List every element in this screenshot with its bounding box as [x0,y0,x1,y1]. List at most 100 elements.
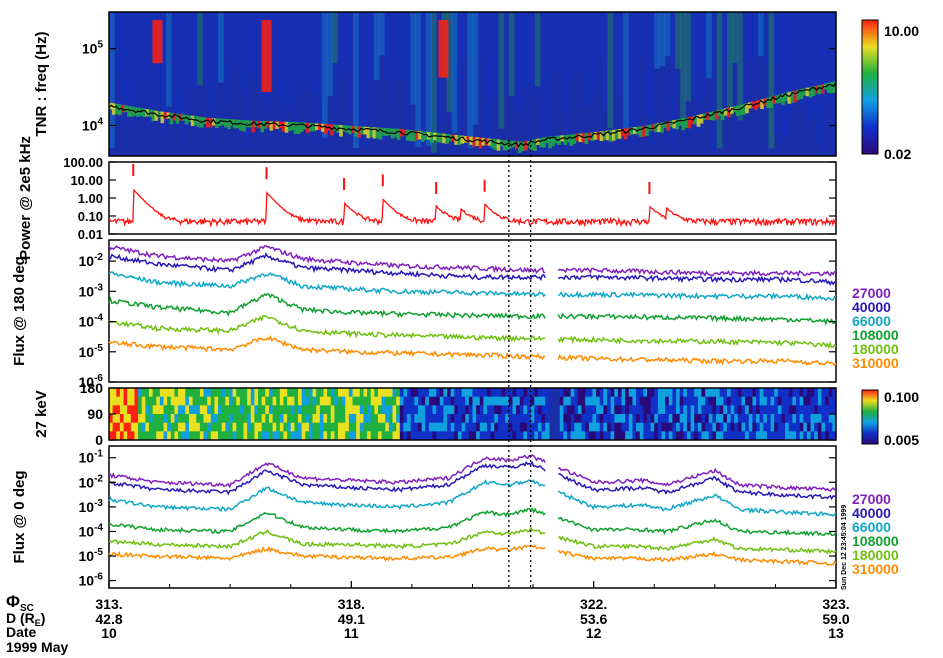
pitch-cell [785,388,790,398]
tnr-cell [424,131,428,140]
pitch-cell [450,405,455,415]
tnr-cell [540,12,546,156]
pitch-cell [330,431,335,440]
tnr-cell [239,119,243,131]
pitch-cell [258,414,263,424]
pitch-cell [701,396,706,406]
pitch-cell [181,431,186,440]
tnr-cell [811,86,816,96]
pitch-cell [770,405,775,415]
pitch-cell [447,405,452,415]
pitch-cell [628,422,634,432]
pitch-cell [163,405,168,415]
pitch-cell [476,431,481,440]
tnr-cell [723,108,728,116]
pitch-cell [243,388,248,398]
tnr-cell [693,115,698,125]
pitch-cell [461,422,466,432]
pitch-cell [668,396,674,406]
pitch-cell [752,388,757,398]
pitch-cell [268,422,274,432]
pitch-cell [719,405,724,415]
pitch-cell [650,405,655,415]
tnr-cell [681,118,686,131]
pitch-cell [697,405,703,415]
tnr-cell [207,12,214,112]
pitch-cell [298,414,303,424]
pitch-cell [501,431,506,440]
tnr-cell [482,12,489,143]
pitch-cell [403,405,408,415]
pitch-cell [770,388,775,398]
pitch-cell [796,388,801,398]
pitch-cell [388,431,394,440]
pitch-cell [479,396,485,406]
pitch-cell [247,431,252,440]
tnr-cell [124,12,131,132]
pitch-cell [443,405,448,415]
pitch-cell [225,405,230,415]
pitch-cell [377,405,383,415]
tnr-cell [439,133,443,143]
pitch-cell [385,422,390,432]
tnr-cell [817,84,822,95]
tnr-colorbar-min: 0.02 [884,146,911,162]
tnr-cell [477,12,484,59]
pitch-cell [414,431,419,440]
pitch-cell [127,388,132,398]
pitch-cell [752,422,757,432]
tnr-cell [799,89,804,99]
tnr-cell [597,12,603,58]
pitch-cell [450,388,455,398]
pitch-cell [228,431,234,440]
pitch-cell [741,422,746,432]
pitch-cell [468,388,474,398]
pitch-cell [545,396,550,406]
pitch-cell [643,422,648,432]
pitch-cell [708,405,714,415]
pitch-cell [428,388,434,398]
tnr-cell [745,103,749,114]
pitch-cell [287,422,292,432]
pitch-cell [828,422,833,432]
pitch-cell [588,405,594,415]
pitch-cell [501,414,506,424]
pitch-cell [676,388,681,398]
tnr-cell [379,12,385,56]
pitch-cell [519,405,524,415]
pitch-cell [756,405,761,415]
pitch-cell [741,388,746,398]
pitch-cell [585,405,590,415]
tnr-cell [808,86,813,98]
pitch-cell [726,414,732,424]
pitch-cell [370,422,375,432]
pitch-cell [450,414,455,424]
time-tick-dist: 53.6 [580,611,607,627]
pitch-cell [374,405,379,415]
pitch-cell [646,405,652,415]
pitch-cell [399,396,405,406]
tnr-cell [799,12,806,106]
pitch-cell [472,422,477,432]
pitch-cell [261,431,266,440]
tnr-cell [399,12,406,79]
pitch-cell [697,414,703,424]
flux0-legend-40000: 40000 [852,505,891,521]
pitch-cell [341,414,346,424]
pitch-cell [363,422,368,432]
pitch-cell [268,396,274,406]
pitch-cell [265,431,270,440]
pitch-cell [392,414,397,424]
pitch-cell [348,414,354,424]
pitch-cell [148,396,154,406]
pitch-cell [723,405,728,415]
pitch-cell [519,431,524,440]
pitch-cell [694,431,699,440]
pitch-cell [723,388,728,398]
pitch-cell [734,396,739,406]
pitch-cell [341,388,346,398]
pitch-cell [497,414,503,424]
pitch-cell [410,396,415,406]
pitch-cell [614,414,619,424]
pitch-cell [185,414,190,424]
